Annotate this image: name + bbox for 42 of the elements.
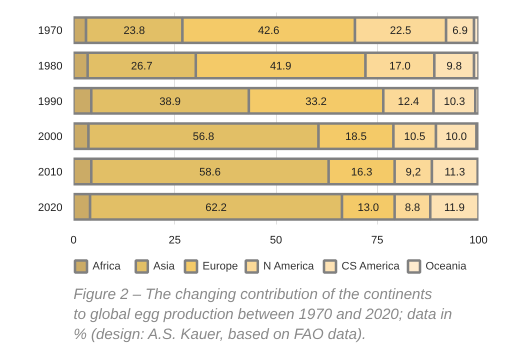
- data-label: 58.6: [199, 166, 221, 178]
- data-label: 10.5: [404, 131, 426, 144]
- x-tick-label: 25: [168, 234, 181, 246]
- legend-label: Asia: [153, 260, 176, 272]
- data-label: 6.9: [452, 25, 468, 38]
- data-label: 9,2: [406, 166, 421, 178]
- y-tick-label: 1990: [38, 96, 63, 108]
- data-label: 18.5: [345, 131, 367, 144]
- data-label: 13.0: [358, 202, 380, 214]
- data-label: 38.9: [159, 96, 181, 108]
- x-tick-label: 50: [270, 234, 282, 246]
- legend-label: Europe: [202, 260, 238, 272]
- x-tick-label: 0: [70, 234, 77, 246]
- data-label: 22.5: [390, 25, 412, 38]
- data-label: 11.9: [444, 202, 465, 214]
- data-label: 9.8: [446, 60, 462, 72]
- y-tick-label: 1970: [38, 25, 63, 38]
- data-label: 17.0: [389, 60, 411, 72]
- data-label: 41.9: [270, 60, 292, 72]
- y-tick-label: 2000: [38, 131, 63, 144]
- data-label: 12.4: [398, 96, 420, 108]
- data-label: 16.3: [350, 166, 372, 178]
- y-tick-label: 2010: [38, 166, 63, 178]
- data-label: 42.6: [258, 25, 280, 38]
- data-label: 8.8: [404, 202, 420, 214]
- data-label: 62.2: [205, 202, 227, 214]
- legend-label: N America: [263, 260, 315, 272]
- data-label: 56.8: [192, 131, 214, 144]
- y-tick-label: 1980: [38, 60, 63, 72]
- data-label: 10.3: [444, 96, 466, 108]
- legend-label: Africa: [92, 260, 122, 272]
- data-label: 23.8: [124, 25, 145, 38]
- data-label: 33.2: [305, 96, 327, 108]
- legend-label: Oceania: [426, 260, 468, 272]
- x-tick-label: 100: [469, 234, 488, 246]
- legend-label: CS America: [342, 260, 400, 272]
- y-tick-label: 2020: [38, 202, 63, 214]
- data-label: 10.0: [446, 131, 467, 144]
- caption: Figure 2 – The changing contribution of the continents to global egg production between 1970 and 2020; data in % (design: A.S. Kauer, based on FAO data).: [74, 286, 452, 343]
- x-tick-label: 75: [371, 234, 384, 246]
- data-label: 26.7: [131, 60, 152, 72]
- data-label: 11.3: [444, 166, 466, 178]
